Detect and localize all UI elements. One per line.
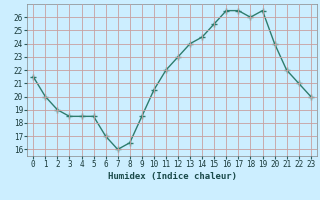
X-axis label: Humidex (Indice chaleur): Humidex (Indice chaleur) [108,172,236,181]
